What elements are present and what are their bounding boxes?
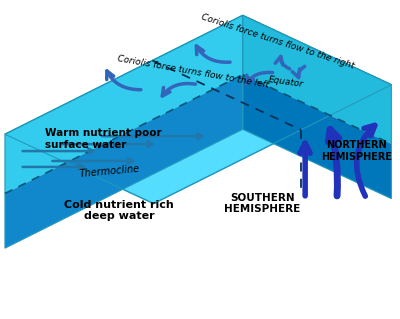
Text: Thermocline: Thermocline	[79, 163, 140, 179]
Text: NORTHERN
HEMISPHERE: NORTHERN HEMISPHERE	[321, 140, 392, 162]
Polygon shape	[243, 15, 391, 144]
Polygon shape	[5, 75, 243, 248]
Text: Coriolis force turns flow to the left: Coriolis force turns flow to the left	[117, 54, 270, 90]
Text: Warm nutrient poor
surface water: Warm nutrient poor surface water	[44, 128, 161, 150]
Text: Cold nutrient rich
deep water: Cold nutrient rich deep water	[64, 200, 174, 221]
Polygon shape	[5, 15, 391, 204]
Polygon shape	[5, 15, 243, 194]
Text: Coriolis force turns flow to the right: Coriolis force turns flow to the right	[200, 12, 355, 70]
Polygon shape	[243, 75, 391, 199]
Text: Equator: Equator	[268, 75, 304, 89]
Text: SOUTHERN
HEMISPHERE: SOUTHERN HEMISPHERE	[224, 193, 301, 214]
